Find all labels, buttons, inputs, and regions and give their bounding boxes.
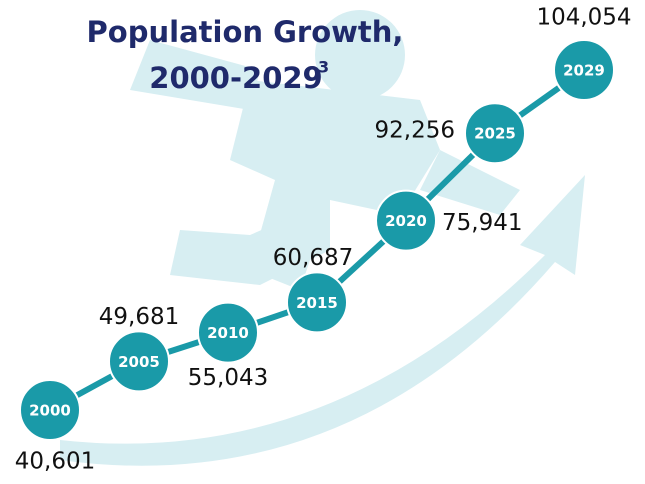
value-label: 55,043 — [188, 365, 268, 391]
value-label: 104,054 — [536, 5, 631, 31]
category-label: 2029 — [563, 62, 605, 80]
value-label: 92,256 — [375, 118, 455, 144]
category-label: 2010 — [207, 324, 249, 342]
category-label: 2020 — [385, 212, 427, 230]
point — [375, 189, 437, 252]
point — [553, 39, 615, 101]
chart-title: Population Growth, — [87, 15, 404, 49]
point — [286, 271, 348, 334]
value-label: 60,687 — [273, 245, 353, 271]
category-label: 2015 — [296, 294, 338, 312]
category-label: 2025 — [474, 125, 516, 143]
value-label: 49,681 — [99, 304, 179, 330]
point — [108, 330, 170, 393]
point — [464, 102, 526, 165]
title-footnote: 3 — [318, 58, 329, 77]
point — [19, 379, 81, 441]
value-label: 75,941 — [442, 210, 522, 236]
category-label: 2005 — [118, 353, 160, 371]
value-label: 40,601 — [15, 449, 95, 475]
chart-title: 2000-2029 — [149, 61, 322, 95]
background-decoration — [60, 10, 585, 466]
category-label: 2000 — [29, 402, 71, 420]
point — [197, 301, 259, 364]
